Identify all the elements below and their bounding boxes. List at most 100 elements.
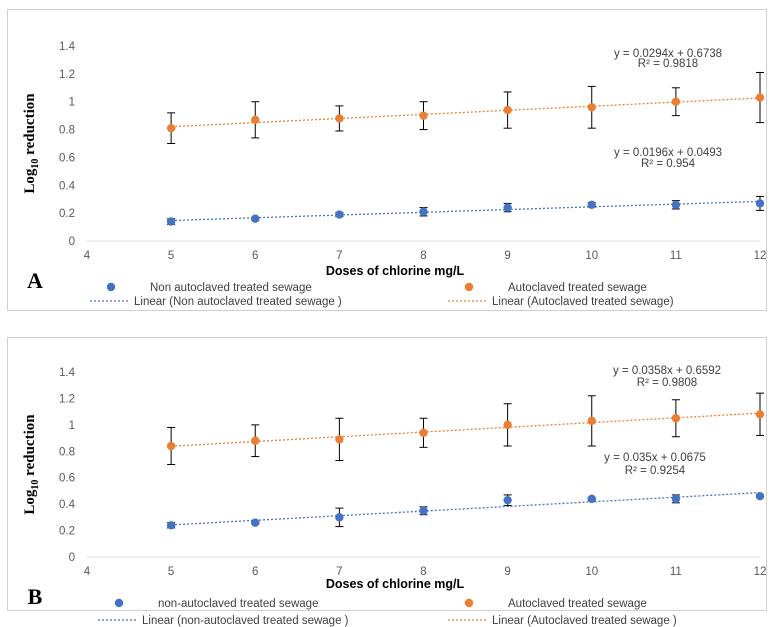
x-axis-label: Doses of chlorine mg/L: [326, 264, 465, 278]
data-point: [587, 200, 596, 209]
data-point: [419, 111, 428, 120]
x-tick-label: 8: [420, 250, 426, 262]
y-tick-label: 0: [69, 552, 75, 564]
data-point: [335, 114, 344, 123]
legend-trendline-label: Linear (Autoclaved treated sewage): [492, 296, 674, 308]
y-tick-label: 1.2: [59, 393, 75, 405]
data-point: [587, 103, 596, 112]
x-tick-label: 12: [754, 250, 767, 262]
data-point: [587, 416, 596, 426]
data-point: [335, 210, 344, 219]
data-point: [419, 428, 428, 437]
data-point: [587, 494, 596, 504]
x-tick-label: 5: [168, 250, 174, 262]
y-axis-label-rest: reduction: [22, 414, 38, 480]
data-point: [503, 203, 512, 212]
y-axis-label-subscript: 10: [30, 159, 41, 169]
panel-letter: A: [27, 268, 43, 293]
chart-panel-a: [7, 9, 767, 311]
panel-letter: B: [28, 584, 43, 609]
trendline: [171, 491, 761, 526]
x-tick-label: 4: [84, 250, 91, 262]
data-point: [166, 521, 176, 530]
x-tick-label: 9: [504, 566, 510, 578]
y-axis-label-main: Log: [22, 489, 38, 515]
legend-label: Autoclaved treated sewage: [508, 282, 647, 294]
y-tick-label: 0.2: [59, 208, 75, 220]
trendline: [171, 412, 761, 447]
data-point: [335, 513, 344, 522]
data-point: [166, 441, 176, 451]
data-point: [503, 495, 512, 505]
trendline: [171, 97, 761, 128]
x-tick-label: 5: [168, 566, 174, 578]
y-tick-label: 0.8: [59, 446, 75, 458]
x-tick-label: 10: [585, 566, 598, 578]
x-tick-label: 9: [504, 250, 510, 262]
data-point: [251, 214, 260, 223]
data-point: [251, 115, 260, 125]
y-axis-label: Log10 reduction: [22, 414, 41, 515]
y-axis-label-main: Log: [22, 168, 38, 194]
legend-marker: [464, 598, 474, 608]
data-point: [503, 105, 512, 115]
data-point: [419, 506, 428, 515]
x-tick-label: 12: [754, 566, 767, 578]
legend-label: non-autoclaved treated sewage: [158, 598, 318, 610]
data-point: [166, 217, 176, 226]
chart-panel-b: [7, 337, 767, 611]
data-point: [671, 494, 681, 504]
y-tick-label: 0: [69, 236, 75, 248]
trendline-r2: R² = 0.9818: [638, 58, 698, 70]
data-point: [503, 420, 512, 430]
y-tick-label: 1.4: [59, 367, 76, 379]
trendline-equation: y = 0.0358x + 0.6592: [613, 365, 721, 377]
x-tick-label: 4: [84, 566, 91, 578]
x-tick-label: 6: [252, 566, 258, 578]
data-point: [671, 200, 681, 209]
trendline-equation: y = 0.0196x + 0.0493: [614, 147, 722, 159]
y-axis-label-subscript: 10: [30, 480, 41, 490]
x-tick-label: 11: [670, 566, 682, 578]
data-point: [671, 414, 681, 423]
trendline-r2: R² = 0.9808: [637, 377, 697, 389]
y-tick-label: 1.2: [59, 69, 75, 81]
data-point: [755, 410, 765, 419]
y-tick-label: 0.4: [59, 499, 76, 511]
x-tick-label: 7: [336, 250, 342, 262]
data-point: [335, 435, 344, 444]
data-point: [755, 492, 765, 501]
data-point: [166, 123, 176, 133]
legend-label: Non autoclaved treated sewage: [150, 282, 312, 294]
trendline-equation: y = 0.0294x + 0.6738: [614, 48, 722, 60]
y-tick-label: 0.2: [59, 526, 75, 538]
data-point: [671, 97, 681, 106]
data-point: [251, 436, 260, 445]
trendline-r2: R² = 0.954: [641, 158, 696, 170]
x-tick-label: 10: [585, 250, 598, 262]
data-point: [419, 207, 428, 216]
y-axis-label-rest: reduction: [22, 93, 38, 159]
y-tick-label: 0.8: [59, 125, 75, 137]
trendline: [171, 200, 761, 222]
x-tick-label: 8: [420, 566, 426, 578]
legend-label: Autoclaved treated sewage: [508, 598, 647, 610]
x-tick-label: 6: [252, 250, 258, 262]
trendline-r2: R² = 0.9254: [625, 465, 686, 477]
y-tick-label: 1.4: [59, 41, 76, 53]
legend-trendline-label: Linear (Non autoclaved treated sewage ): [134, 296, 342, 308]
x-tick-label: 7: [336, 566, 342, 578]
trendline-equation: y = 0.035x + 0.0675: [604, 452, 706, 464]
legend-marker: [464, 282, 474, 292]
data-point: [251, 518, 260, 527]
data-point: [755, 93, 765, 102]
legend-marker: [106, 282, 116, 292]
legend-trendline-label: Linear (Autoclaved treated sewage ): [492, 615, 677, 627]
